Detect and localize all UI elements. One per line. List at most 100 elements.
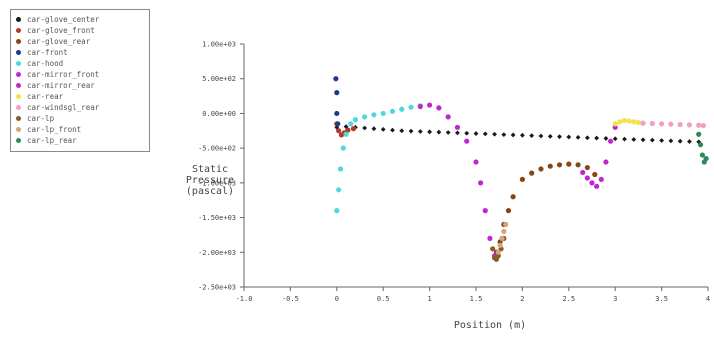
- x-tick-label: 2: [520, 295, 524, 303]
- x-tick-label: 0: [335, 295, 339, 303]
- series-0-point: [622, 136, 627, 142]
- legend-item: car-mirror_rear: [16, 80, 95, 90]
- y-axis-title-line: Pressure: [186, 175, 234, 186]
- legend-label: car-windsgl_rear: [27, 102, 100, 112]
- series-6-point: [598, 176, 604, 182]
- legend-item: car-glove_center: [16, 14, 99, 24]
- series-7-point: [621, 117, 628, 123]
- series-0-point: [455, 130, 460, 136]
- series-4-point: [348, 121, 354, 127]
- series-6-point: [603, 159, 609, 165]
- legend-item: car-lp_rear: [16, 135, 77, 145]
- series-0-point: [659, 138, 664, 143]
- series-4-point: [334, 208, 340, 214]
- series-0-point: [362, 125, 368, 131]
- series-0-point: [436, 129, 442, 135]
- series-0-point: [399, 128, 405, 134]
- legend-swatch: [16, 115, 21, 121]
- series-0-point: [510, 132, 516, 138]
- series-2-point: [505, 208, 512, 214]
- y-tick-label: -1.50e+03: [198, 214, 236, 222]
- y-tick-label: -1.00e+03: [198, 179, 236, 187]
- series-0-point: [501, 132, 507, 138]
- legend-label: car-front: [27, 47, 68, 57]
- series-11-point: [696, 131, 702, 137]
- legend-item: car-glove_front: [16, 25, 95, 35]
- legend-swatch: [16, 49, 21, 55]
- legend-swatch: [16, 126, 21, 132]
- x-tick-label: -0.5: [282, 295, 299, 303]
- series-6-point: [584, 175, 590, 181]
- series-5-point: [487, 235, 493, 241]
- legend-item: car-lp_front: [16, 124, 81, 134]
- y-axis-title-line: (pascal): [186, 186, 234, 197]
- series-0-point: [492, 131, 497, 137]
- legend-label: car-mirror_front: [27, 69, 100, 79]
- legend-swatch: [16, 137, 21, 143]
- series-2-point: [547, 163, 553, 169]
- series-7-point: [626, 118, 632, 124]
- series-2-point: [584, 164, 590, 171]
- x-tick-label: 3: [613, 295, 617, 303]
- x-tick-label: -1.0: [236, 295, 253, 303]
- series-1-point: [350, 126, 357, 132]
- legend-label: car-glove_front: [27, 25, 95, 35]
- series-11-point: [697, 142, 704, 148]
- series-5-point: [478, 180, 484, 186]
- series-8-point: [677, 121, 683, 128]
- series-4-point: [389, 108, 396, 114]
- legend-label: car-rear: [27, 91, 64, 101]
- series-4-point: [371, 112, 377, 118]
- series-0-point: [640, 137, 646, 143]
- legend-label: car-lp_rear: [27, 135, 77, 145]
- series-2-point: [529, 170, 535, 176]
- series-0-point: [473, 131, 479, 136]
- series-5-point: [427, 102, 433, 108]
- series-0-point: [631, 137, 637, 142]
- series-0-point: [547, 133, 553, 139]
- series-5-point: [482, 208, 488, 214]
- series-4-point: [362, 114, 368, 120]
- y-axis-title-line: Static: [192, 164, 228, 175]
- x-axis-title: Position (m): [454, 320, 526, 331]
- legend-swatch: [16, 38, 21, 44]
- y-tick-label: 0.00e+00: [202, 110, 236, 118]
- series-0-point: [427, 129, 432, 135]
- y-tick-label: -5.00e+02: [198, 145, 236, 153]
- series-0-point: [464, 130, 470, 136]
- series-2-point: [556, 162, 563, 168]
- series-6-point: [580, 169, 586, 176]
- series-3-point: [334, 110, 340, 117]
- series-7-point: [635, 119, 642, 126]
- legend-label: car-lp_front: [27, 124, 82, 134]
- series-4-point: [336, 187, 342, 193]
- legend-item: car-windsgl_rear: [16, 102, 99, 112]
- series-7-point: [617, 119, 623, 125]
- x-tick-label: 2.5: [562, 295, 575, 303]
- series-3-point: [335, 121, 341, 127]
- series-0-point: [584, 135, 590, 141]
- series-10-point: [495, 249, 501, 255]
- series-0-point: [557, 134, 562, 140]
- series-0-point: [482, 131, 488, 137]
- series-6-point: [589, 180, 595, 186]
- series-1-point: [345, 127, 351, 133]
- series-4-point: [399, 106, 405, 112]
- series-10-point: [499, 235, 505, 241]
- series-3-point: [333, 76, 339, 82]
- series-4-point: [343, 131, 349, 137]
- series-2-point: [592, 171, 598, 178]
- series-10-point: [497, 242, 503, 248]
- series-4-point: [340, 145, 346, 151]
- legend-swatch: [16, 60, 21, 66]
- legend-item: car-front: [16, 47, 68, 57]
- series-0-point: [687, 139, 692, 144]
- legend-swatch: [16, 27, 21, 33]
- x-tick-label: 4: [706, 295, 710, 303]
- series-0-point: [380, 126, 386, 132]
- legend-swatch: [16, 71, 21, 77]
- legend-item: car-hood: [16, 58, 63, 68]
- legend-label: car-lp: [27, 113, 55, 123]
- series-0-point: [612, 136, 618, 142]
